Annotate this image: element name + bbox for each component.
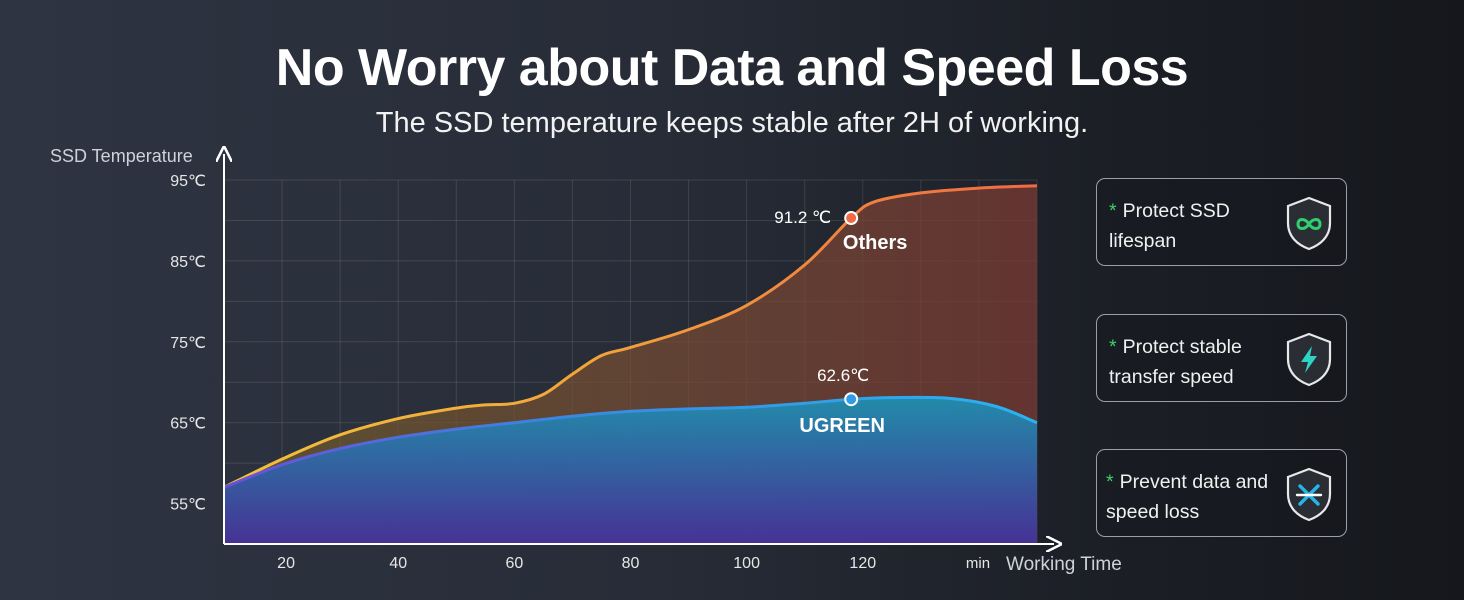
x-tick-label: 60 — [505, 555, 523, 572]
series-label-ugreen: UGREEN — [799, 415, 885, 437]
y-tick-label: 95℃ — [170, 173, 206, 190]
value-label-ugreen: 62.6℃ — [817, 366, 869, 385]
feature-text: * Protect stable transfer speed — [1109, 336, 1242, 388]
line-ugreen — [223, 395, 1038, 489]
x-tick-label: 100 — [733, 555, 760, 572]
feature-card-speed: * Protect stable transfer speed — [1096, 314, 1347, 402]
chart-labels: 20 40 60 80 100 120 55℃ 65℃ 75℃ 85℃ 95℃ SSD Tempera… — [50, 146, 1122, 575]
lightning-shield-icon — [1286, 332, 1332, 387]
star-bullet: * — [1106, 471, 1114, 493]
x-tick-label: 120 — [849, 555, 876, 572]
chart-lines — [223, 184, 1038, 489]
y-tick-label: 85℃ — [170, 254, 206, 271]
page-subtitle: The SSD temperature keeps stable after 2… — [375, 107, 1089, 139]
x-unit-label: min — [966, 555, 990, 572]
cross-shield-icon — [1286, 467, 1332, 522]
marker-others — [844, 211, 859, 226]
x-tick-label: 40 — [389, 555, 407, 572]
x-axis-title: Working Time — [1006, 554, 1122, 575]
star-bullet: * — [1109, 336, 1117, 358]
feature-card-lifespan: * Protect SSD lifespan — [1096, 178, 1347, 266]
star-bullet: * — [1109, 200, 1117, 222]
infinity-shield-icon — [1286, 196, 1332, 251]
chart-axes — [224, 154, 1054, 544]
y-tick-label: 55℃ — [170, 497, 206, 514]
x-tick-label: 80 — [622, 555, 640, 572]
area-ugreen — [224, 397, 1037, 544]
y-tick-label: 65℃ — [170, 416, 206, 433]
y-axis-title: SSD Temperature — [50, 146, 193, 166]
temperature-chart: 20 40 60 80 100 120 55℃ 65℃ 75℃ 85℃ 95℃ SSD Tempera… — [50, 146, 1122, 575]
x-tick-label: 20 — [277, 555, 295, 572]
value-label-others: 91.2 ℃ — [774, 208, 831, 227]
feature-text: * Prevent data and speed loss — [1106, 471, 1269, 523]
y-tick-label: 75℃ — [170, 335, 206, 352]
page-title: No Worry about Data and Speed Loss — [275, 39, 1189, 97]
marker-ugreen — [844, 392, 859, 407]
line-others — [223, 184, 1038, 489]
series-label-others: Others — [843, 232, 907, 254]
feature-text: * Protect SSD lifespan — [1109, 200, 1230, 252]
feature-card-data: * Prevent data and speed loss — [1096, 449, 1347, 537]
